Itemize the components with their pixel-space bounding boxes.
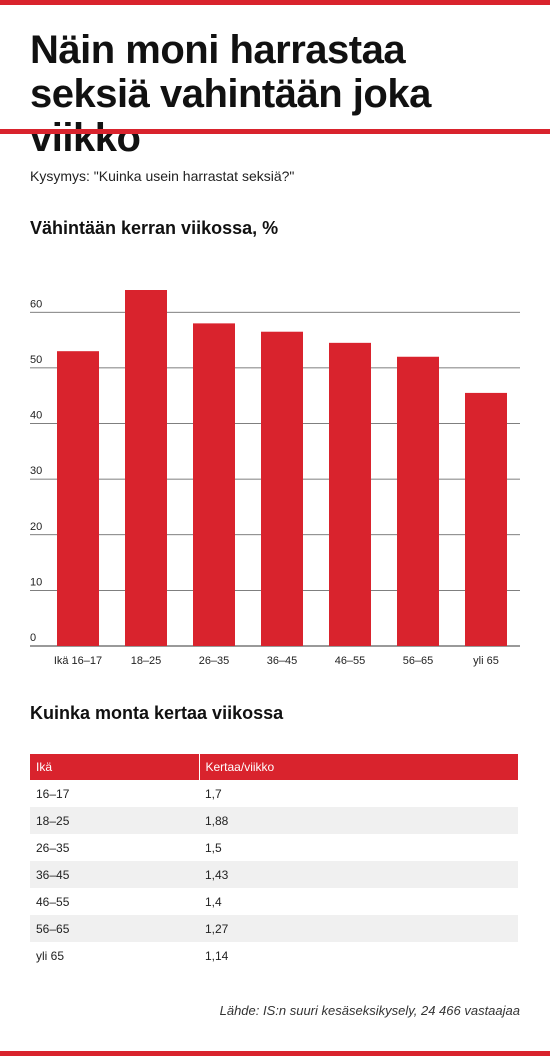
y-tick-label: 50 bbox=[30, 354, 42, 366]
age-cell: 36–45 bbox=[30, 861, 199, 888]
bar-chart: 0 10 20 30 40 50 60 Ikä 16–17 18–25 26–35 36–45 46–… bbox=[30, 290, 520, 667]
x-tick-label: 46–55 bbox=[335, 655, 366, 667]
page-title: Näin moni harrastaa seksiä vahintään jok… bbox=[30, 28, 431, 160]
x-tick-label: Ikä 16–17 bbox=[54, 655, 102, 667]
table-row: 36–45 1,43 bbox=[30, 861, 518, 888]
y-tick-label: 40 bbox=[30, 410, 42, 422]
y-tick-label: 60 bbox=[30, 298, 42, 310]
bar bbox=[261, 331, 303, 646]
age-cell: 18–25 bbox=[30, 807, 199, 834]
table-header-row: Ikä Kertaa/viikko bbox=[30, 754, 518, 780]
table-title: Kuinka monta kertaa viikossa bbox=[30, 703, 284, 723]
y-tick-label: 20 bbox=[30, 521, 42, 533]
table-row: 46–55 1,4 bbox=[30, 888, 518, 915]
chart-bars bbox=[57, 290, 507, 646]
source-note: Lähde: IS:n suuri kesäseksikysely, 24 46… bbox=[219, 1003, 520, 1018]
table-row: 18–25 1,88 bbox=[30, 807, 518, 834]
x-tick-label: 18–25 bbox=[131, 655, 162, 667]
chart-labels: 0 10 20 30 40 50 60 Ikä 16–17 18–25 26–35 36–45 46–… bbox=[30, 298, 499, 667]
x-tick-label: 26–35 bbox=[199, 655, 230, 667]
y-tick-label: 30 bbox=[30, 465, 42, 477]
table-row: 16–17 1,7 bbox=[30, 780, 518, 807]
y-tick-label: 10 bbox=[30, 576, 42, 588]
value-cell: 1,5 bbox=[205, 840, 222, 855]
column-header-age: Ikä bbox=[30, 754, 199, 780]
x-tick-label: yli 65 bbox=[473, 655, 499, 667]
bar bbox=[193, 323, 235, 646]
bar bbox=[465, 392, 507, 646]
value-cell: 1,27 bbox=[199, 915, 518, 942]
value-cell: 1,88 bbox=[199, 807, 518, 834]
age-cell: 16–17 bbox=[36, 786, 70, 801]
age-cell: 26–35 bbox=[36, 840, 70, 855]
age-cell: yli 65 bbox=[36, 948, 65, 963]
frequency-table: Ikä Kertaa/viikko 16–17 1,7 18–25 1,88 26–… bbox=[30, 754, 518, 969]
title-divider bbox=[0, 129, 550, 134]
top-accent-rule bbox=[0, 0, 550, 5]
chart-title: Vähintään kerran viikossa, % bbox=[30, 218, 279, 238]
bar bbox=[57, 351, 99, 646]
bottom-accent-rule bbox=[0, 1051, 550, 1056]
survey-question: Kysymys: "Kuinka usein harrastat seksiä?… bbox=[30, 168, 295, 184]
age-cell: 46–55 bbox=[36, 894, 70, 909]
table-row: 56–65 1,27 bbox=[30, 915, 518, 942]
x-tick-label: 56–65 bbox=[403, 655, 434, 667]
bar bbox=[329, 342, 371, 646]
value-cell: 1,4 bbox=[205, 894, 222, 909]
value-cell: 1,43 bbox=[199, 861, 518, 888]
age-cell: 56–65 bbox=[30, 915, 199, 942]
table-row: 26–35 1,5 bbox=[30, 834, 518, 861]
value-cell: 1,7 bbox=[205, 786, 222, 801]
column-header-times-per-week: Kertaa/viikko bbox=[198, 754, 518, 780]
value-cell: 1,14 bbox=[205, 948, 229, 963]
table-row: yli 65 1,14 bbox=[30, 942, 518, 969]
bar bbox=[125, 290, 167, 646]
y-tick-label: 0 bbox=[30, 632, 36, 644]
bar bbox=[397, 356, 439, 646]
x-tick-label: 36–45 bbox=[267, 655, 298, 667]
